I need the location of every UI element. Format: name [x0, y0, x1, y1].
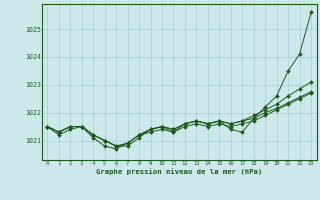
X-axis label: Graphe pression niveau de la mer (hPa): Graphe pression niveau de la mer (hPa)	[96, 168, 262, 175]
